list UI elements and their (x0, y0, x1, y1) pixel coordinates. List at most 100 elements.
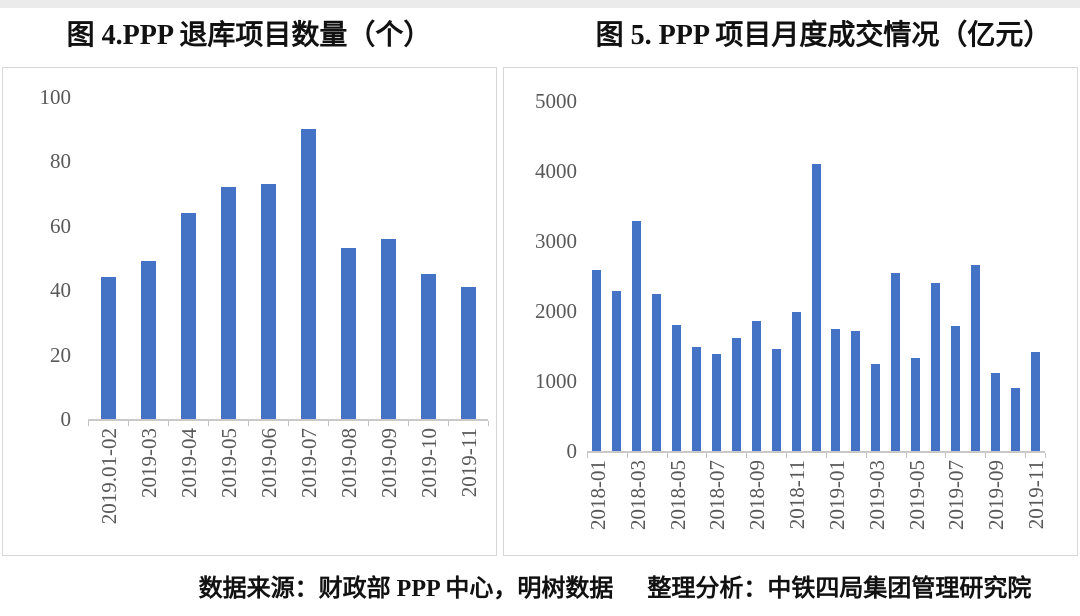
bar (340, 248, 356, 419)
bar (791, 311, 801, 451)
axis-tick-mark (128, 421, 129, 426)
axis-tick-mark (248, 421, 249, 426)
bar (911, 357, 921, 451)
x-tick-label: 2019-08 (337, 428, 361, 498)
bar-chart-retired-projects: 0 20 40 60 80 100 2019.01-02 2019-03 2019-04 2019… (3, 68, 496, 555)
bar (871, 364, 881, 451)
axis-tick-mark (488, 421, 489, 426)
axis-tick-mark (408, 421, 409, 426)
bar (380, 238, 396, 419)
y-tick-label: 60 (50, 213, 71, 238)
chart-panel-left: 0 20 40 60 80 100 2019.01-02 2019-03 2019-04 2019… (2, 67, 497, 556)
bar (990, 372, 1000, 451)
axis-tick-mark (88, 421, 89, 426)
x-axis-line (88, 419, 488, 421)
chart-panel-right: 0 1000 2000 3000 4000 5000 2018-01 2018-03 2018-… (503, 67, 1078, 556)
bar (751, 320, 761, 451)
x-tick-label: 2019-03 (864, 460, 889, 530)
bar (831, 328, 841, 451)
data-source-text: 数据来源：财政部 PPP 中心，明树数据 (198, 576, 614, 602)
bar (592, 269, 602, 451)
bar (460, 286, 476, 419)
x-tick-label: 2018-03 (625, 460, 650, 530)
axis-tick-mark (746, 453, 748, 458)
bar-chart-monthly-transactions: 0 1000 2000 3000 4000 5000 2018-01 2018-03 2018-… (504, 68, 1077, 555)
x-tick-label: 2019-05 (904, 460, 929, 530)
x-tick-label: 2019-07 (297, 428, 321, 498)
y-tick-label: 80 (50, 149, 71, 174)
bar (692, 347, 702, 451)
y-tick-label: 2000 (535, 299, 577, 323)
axis-tick-mark (706, 453, 708, 458)
y-tick-label: 0 (566, 439, 578, 463)
axis-tick-mark (786, 453, 788, 458)
axis-tick-mark (626, 453, 628, 458)
x-tick-label: 2019-01 (824, 460, 849, 530)
axis-tick-mark (985, 453, 987, 458)
bar (100, 277, 116, 419)
x-tick-label: 2018-01 (585, 460, 610, 530)
x-tick-label: 2019-11 (457, 428, 481, 498)
bar (220, 187, 236, 419)
axis-tick-mark (905, 453, 907, 458)
axis-tick-mark (328, 421, 329, 426)
y-tick-label: 3000 (535, 229, 577, 253)
x-tick-label: 2018-09 (745, 460, 770, 530)
bar (632, 221, 642, 451)
axis-tick-mark (1025, 453, 1027, 458)
axis-tick-mark (448, 421, 449, 426)
y-tick-label: 1000 (535, 369, 577, 393)
axis-tick-mark (1045, 453, 1046, 458)
x-tick-label: 2019-09 (377, 428, 401, 498)
x-tick-label: 2018-05 (665, 460, 690, 530)
axis-tick-mark (208, 421, 209, 426)
bar (652, 293, 662, 451)
axis-tick-mark (368, 421, 369, 426)
bar (851, 330, 861, 451)
bar (970, 264, 980, 451)
x-tick-label: 2019-10 (417, 428, 441, 498)
bar (672, 325, 682, 451)
bar (140, 261, 156, 419)
bar (300, 129, 316, 419)
bar (731, 337, 741, 451)
axis-tick-mark (825, 453, 827, 458)
bar (1010, 388, 1020, 451)
axis-tick-mark (666, 453, 668, 458)
y-tick-label: 5000 (535, 89, 577, 113)
bar (180, 212, 196, 419)
x-axis-line (587, 451, 1045, 453)
y-tick-label: 100 (39, 85, 72, 109)
x-tick-label: 2019-09 (984, 460, 1009, 530)
footer: 数据来源：财政部 PPP 中心，明树数据 整理分析：中铁四局集团管理研究院 (0, 572, 1080, 606)
bar (950, 325, 960, 451)
top-strip (0, 0, 1080, 8)
axis-tick-mark (865, 453, 867, 458)
chart-title-retired-projects: 图 4.PPP 退库项目数量（个） (66, 20, 432, 51)
bar (930, 283, 940, 451)
x-tick-label: 2019.01-02 (97, 428, 121, 525)
y-tick-label: 4000 (535, 159, 577, 183)
bar (891, 273, 901, 451)
x-tick-label: 2019-04 (177, 428, 201, 498)
bar (1030, 351, 1040, 451)
x-tick-label: 2019-03 (137, 428, 161, 498)
bar (771, 348, 781, 451)
x-tick-label: 2019-05 (217, 428, 241, 498)
bar (260, 183, 276, 419)
axis-tick-mark (288, 421, 289, 426)
analysis-credit-text: 整理分析：中铁四局集团管理研究院 (647, 576, 1032, 602)
axis-tick-mark (168, 421, 169, 426)
bar (612, 291, 622, 451)
chart-title-monthly-transactions: 图 5. PPP 项目月度成交情况（亿元） (595, 20, 1052, 51)
x-tick-label: 2018-07 (705, 460, 730, 530)
x-tick-label: 2019-06 (257, 428, 281, 498)
bar (420, 274, 436, 419)
x-tick-label: 2019-07 (944, 460, 969, 530)
x-tick-label: 2018-11 (785, 460, 810, 530)
y-tick-label: 20 (50, 342, 71, 367)
bar (811, 164, 821, 451)
axis-tick-mark (587, 453, 588, 458)
bar (711, 353, 721, 451)
